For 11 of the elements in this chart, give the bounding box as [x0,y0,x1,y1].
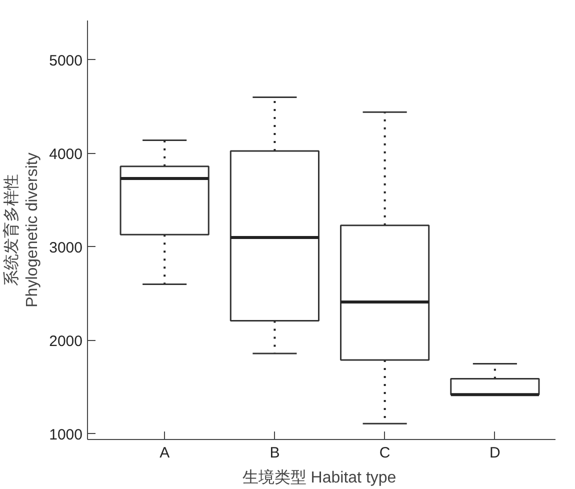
x-tick-label: D [490,444,501,462]
x-tick-label: A [160,444,170,462]
x-axis-title: 生境类型 Habitat type [242,468,396,486]
x-tick-label: B [270,444,280,462]
y-tick-label: 5000 [49,52,83,70]
y-tick-label: 4000 [49,146,83,163]
y-tick-label: 1000 [49,426,83,444]
y-tick-label: 2000 [49,332,83,350]
x-tick-label: C [379,444,390,462]
y-tick-label: 3000 [49,239,83,256]
y-axis-title: 系统发育多样性 Phylogenetic diversity [2,152,42,308]
